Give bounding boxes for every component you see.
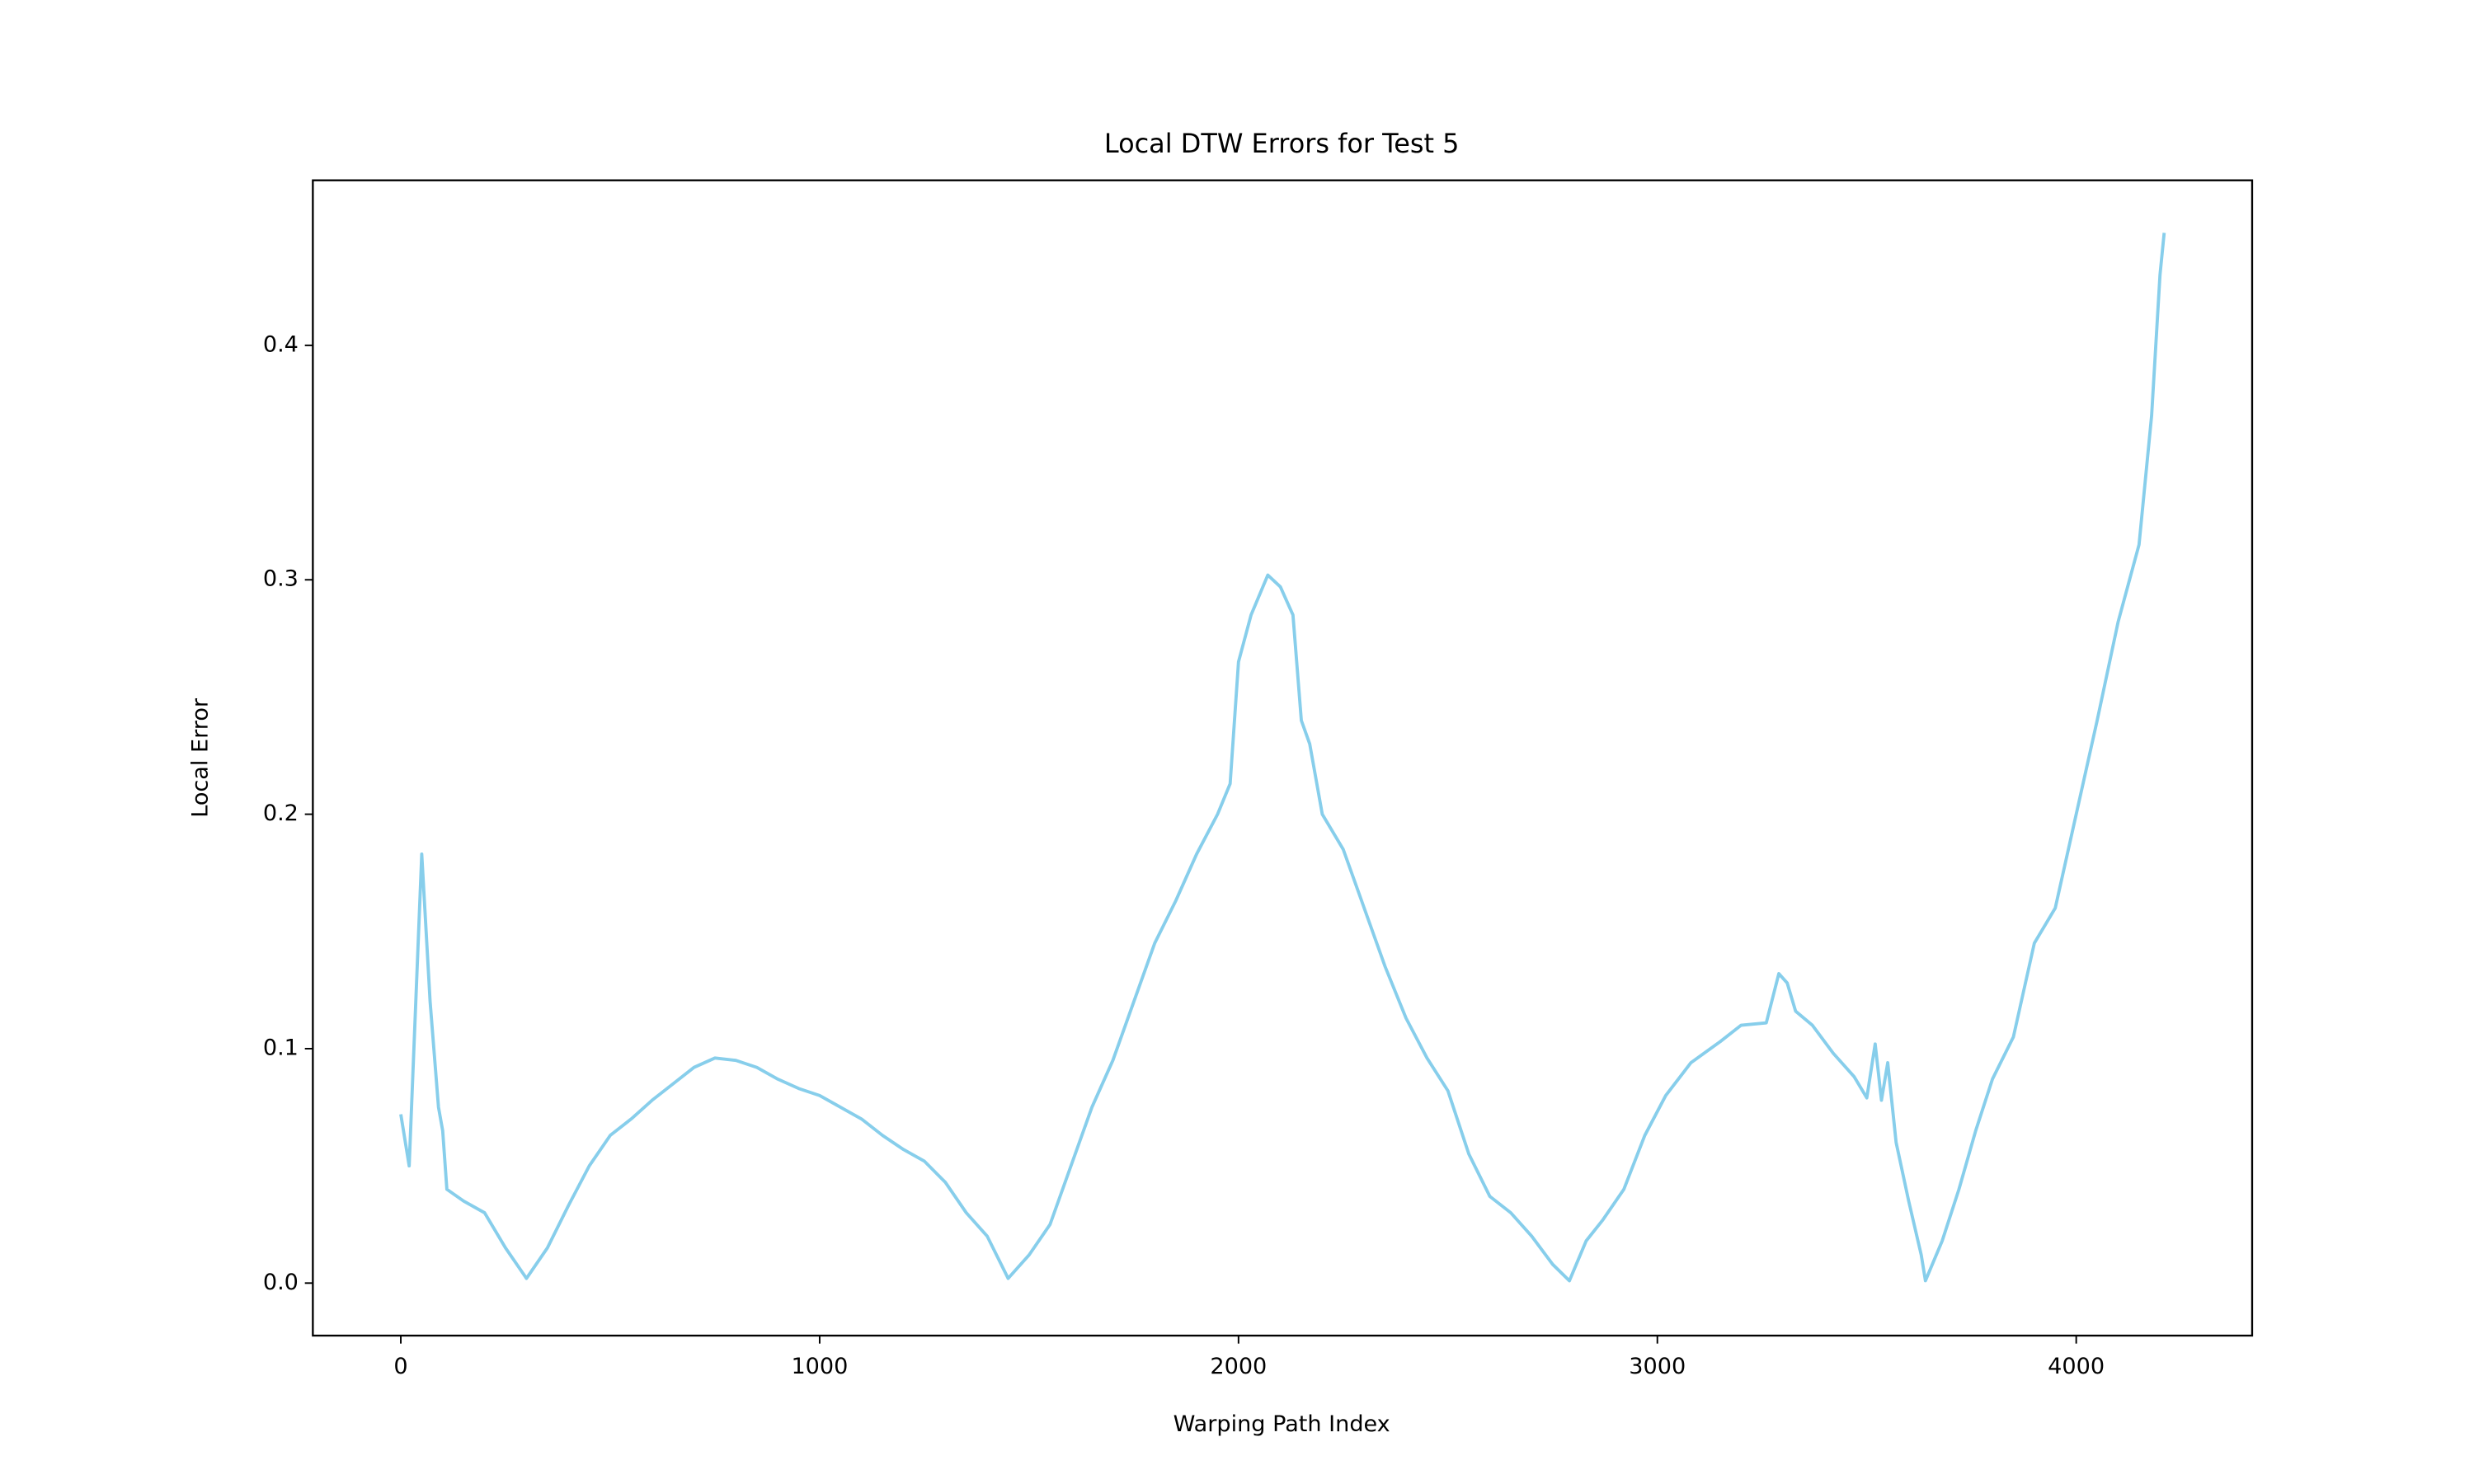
data-line bbox=[399, 232, 2166, 1283]
x-tick-label: 2000 bbox=[1210, 1354, 1267, 1379]
y-tick-label: 0.0 bbox=[263, 1270, 299, 1295]
y-axis-label: Local Error bbox=[187, 697, 213, 818]
x-axis-label: Warping Path Index bbox=[1174, 1411, 1390, 1437]
y-tick-label: 0.4 bbox=[263, 331, 299, 357]
x-tick-label: 1000 bbox=[791, 1354, 848, 1379]
x-tick-label: 3000 bbox=[1629, 1354, 1686, 1379]
chart-title: Local DTW Errors for Test 5 bbox=[1104, 128, 1460, 159]
x-tick-label: 0 bbox=[393, 1354, 407, 1379]
plot-frame bbox=[312, 179, 2254, 1337]
y-tick-label: 0.1 bbox=[263, 1035, 299, 1060]
x-tick-label: 4000 bbox=[2048, 1354, 2105, 1379]
y-tick-label: 0.2 bbox=[263, 801, 299, 826]
y-tick-label: 0.3 bbox=[263, 566, 299, 592]
